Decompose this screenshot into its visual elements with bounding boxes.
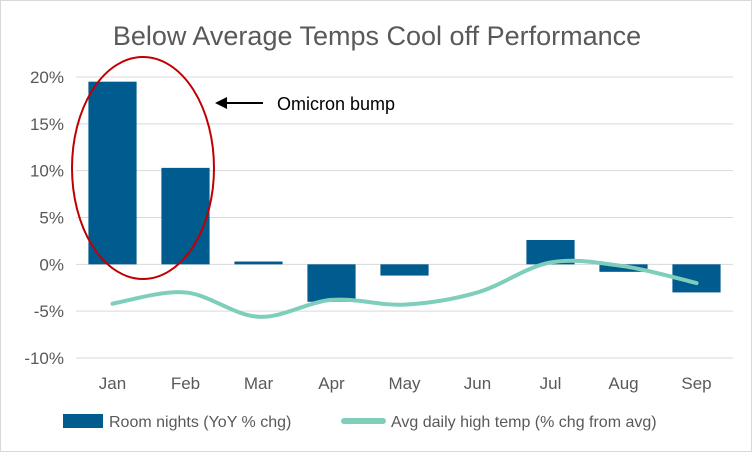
y-tick-label: -5% [34, 302, 64, 321]
bar [161, 167, 210, 265]
bar [380, 264, 429, 276]
x-tick-label: May [388, 374, 421, 393]
bar [234, 261, 283, 265]
x-tick-label: Jul [540, 374, 562, 393]
legend-label-room-nights: Room nights (YoY % chg) [109, 414, 291, 431]
chart-title: Below Average Temps Cool off Performance [113, 21, 641, 51]
annotation-group: Omicron bump [71, 56, 395, 280]
y-tick-label: -10% [24, 349, 64, 368]
y-tick-label: 15% [30, 115, 64, 134]
y-tick-label: 5% [39, 209, 64, 228]
legend-swatch-room-nights [63, 414, 103, 428]
x-axis-ticks: Jan Feb Mar Apr May Jun Jul Aug Sep [99, 374, 712, 393]
x-tick-label: Mar [244, 374, 274, 393]
x-tick-label: Sep [681, 374, 711, 393]
x-tick-label: Feb [171, 374, 200, 393]
x-tick-label: Jan [99, 374, 126, 393]
bar [88, 81, 137, 265]
annotation-text: Omicron bump [277, 94, 395, 114]
y-axis-ticks: -10% -5% 0% 5% 10% 15% 20% [24, 68, 64, 368]
y-tick-label: 10% [30, 162, 64, 181]
legend: Room nights (YoY % chg) Avg daily high t… [63, 414, 657, 431]
legend-label-avg-temp: Avg daily high temp (% chg from avg) [391, 414, 657, 431]
annotation-arrowhead [215, 97, 227, 109]
x-tick-label: Jun [464, 374, 491, 393]
annotation-ellipse [71, 56, 215, 280]
line-series [110, 258, 699, 319]
bar [307, 264, 356, 302]
y-tick-label: 0% [39, 255, 64, 274]
line-path [110, 258, 699, 319]
x-tick-label: Apr [318, 374, 345, 393]
x-tick-label: Aug [608, 374, 638, 393]
y-tick-label: 20% [30, 68, 64, 87]
bar-series [88, 81, 721, 302]
